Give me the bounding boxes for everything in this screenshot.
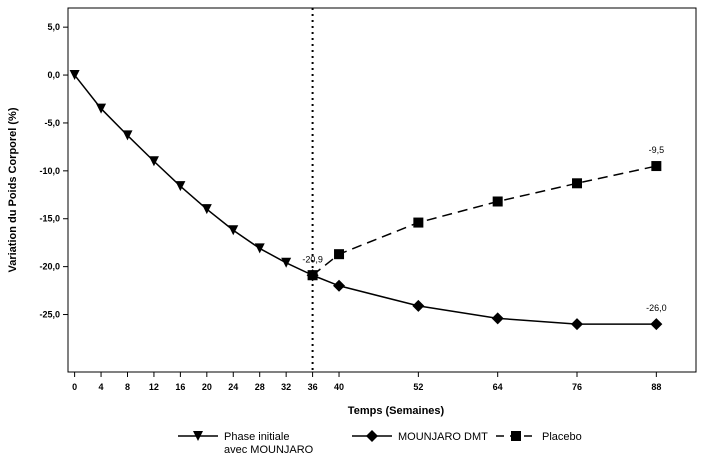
legend-label-line: Phase initiale — [224, 431, 289, 443]
data-label: -9,5 — [649, 145, 665, 155]
y-tick-label: -10,0 — [39, 166, 60, 176]
data-point — [651, 161, 662, 172]
legend-marker — [193, 431, 203, 441]
x-tick-label: 0 — [72, 382, 77, 392]
x-tick-label: 28 — [255, 382, 265, 392]
data-point — [96, 103, 107, 114]
legend: Phase initiale avec MOUNJARO MOUNJARO DMT P… — [178, 430, 582, 456]
x-tick-label: 88 — [651, 382, 661, 392]
data-point — [650, 318, 663, 331]
data-point — [491, 312, 504, 325]
x-tick-label: 4 — [99, 382, 104, 392]
data-point — [412, 299, 425, 312]
plot-frame — [67, 7, 697, 373]
legend-label: Phase initiale avec MOUNJARO — [224, 431, 314, 456]
data-point — [307, 270, 318, 281]
data-point — [175, 181, 186, 192]
x-tick-label: 52 — [413, 382, 423, 392]
x-tick-label: 76 — [572, 382, 582, 392]
x-tick-label: 36 — [308, 382, 318, 392]
data-point — [333, 279, 346, 292]
legend-marker — [511, 431, 521, 441]
data-point — [492, 196, 503, 207]
data-point — [254, 243, 265, 254]
legend-marker — [366, 430, 378, 442]
data-point — [201, 204, 212, 215]
data-point — [571, 318, 584, 331]
x-tick-label: 24 — [228, 382, 238, 392]
legend-label: Placebo — [542, 431, 582, 443]
series-line — [312, 274, 657, 325]
x-tick-label: 64 — [493, 382, 503, 392]
x-tick-label: 40 — [334, 382, 344, 392]
data-point — [413, 217, 424, 228]
y-tick-label: -20,0 — [39, 262, 60, 272]
y-tick-label: -5,0 — [44, 118, 60, 128]
data-point — [69, 70, 80, 81]
y-tick-label: -15,0 — [39, 214, 60, 224]
data-label: -26,0 — [646, 303, 667, 313]
data-point — [334, 249, 345, 260]
y-tick-label: 0,0 — [47, 70, 60, 80]
series-group — [69, 70, 663, 331]
data-point — [228, 225, 239, 236]
series-line — [74, 74, 313, 276]
series-line — [312, 165, 657, 276]
x-tick-label: 8 — [125, 382, 130, 392]
x-tick-label: 12 — [149, 382, 159, 392]
legend-label-line: MOUNJARO DMT — [398, 431, 488, 443]
axes: 0 4 8 12 16 20 24 28 32 36 40 52 64 76 88 5,0 0,0 -5,0 -10… — [39, 22, 661, 392]
x-tick-label: 32 — [281, 382, 291, 392]
x-tick-label: 16 — [175, 382, 185, 392]
data-label: -20,9 — [302, 254, 323, 264]
y-tick-label: -25,0 — [39, 310, 60, 320]
data-point — [122, 130, 133, 141]
x-axis-title: Temps (Semaines) — [348, 405, 445, 417]
legend-label-line: avec MOUNJARO — [224, 444, 314, 456]
legend-label: MOUNJARO DMT — [398, 431, 488, 443]
x-tick-label: 20 — [202, 382, 212, 392]
annotations-group: -20,9 -9,5 -26,0 — [302, 145, 666, 313]
y-tick-label: 5,0 — [47, 22, 60, 32]
data-point — [572, 178, 583, 189]
y-axis-title: Variation du Poids Corporel (%) — [7, 107, 19, 272]
data-point — [281, 257, 292, 268]
data-point — [148, 156, 159, 167]
legend-label-line: Placebo — [542, 431, 582, 443]
